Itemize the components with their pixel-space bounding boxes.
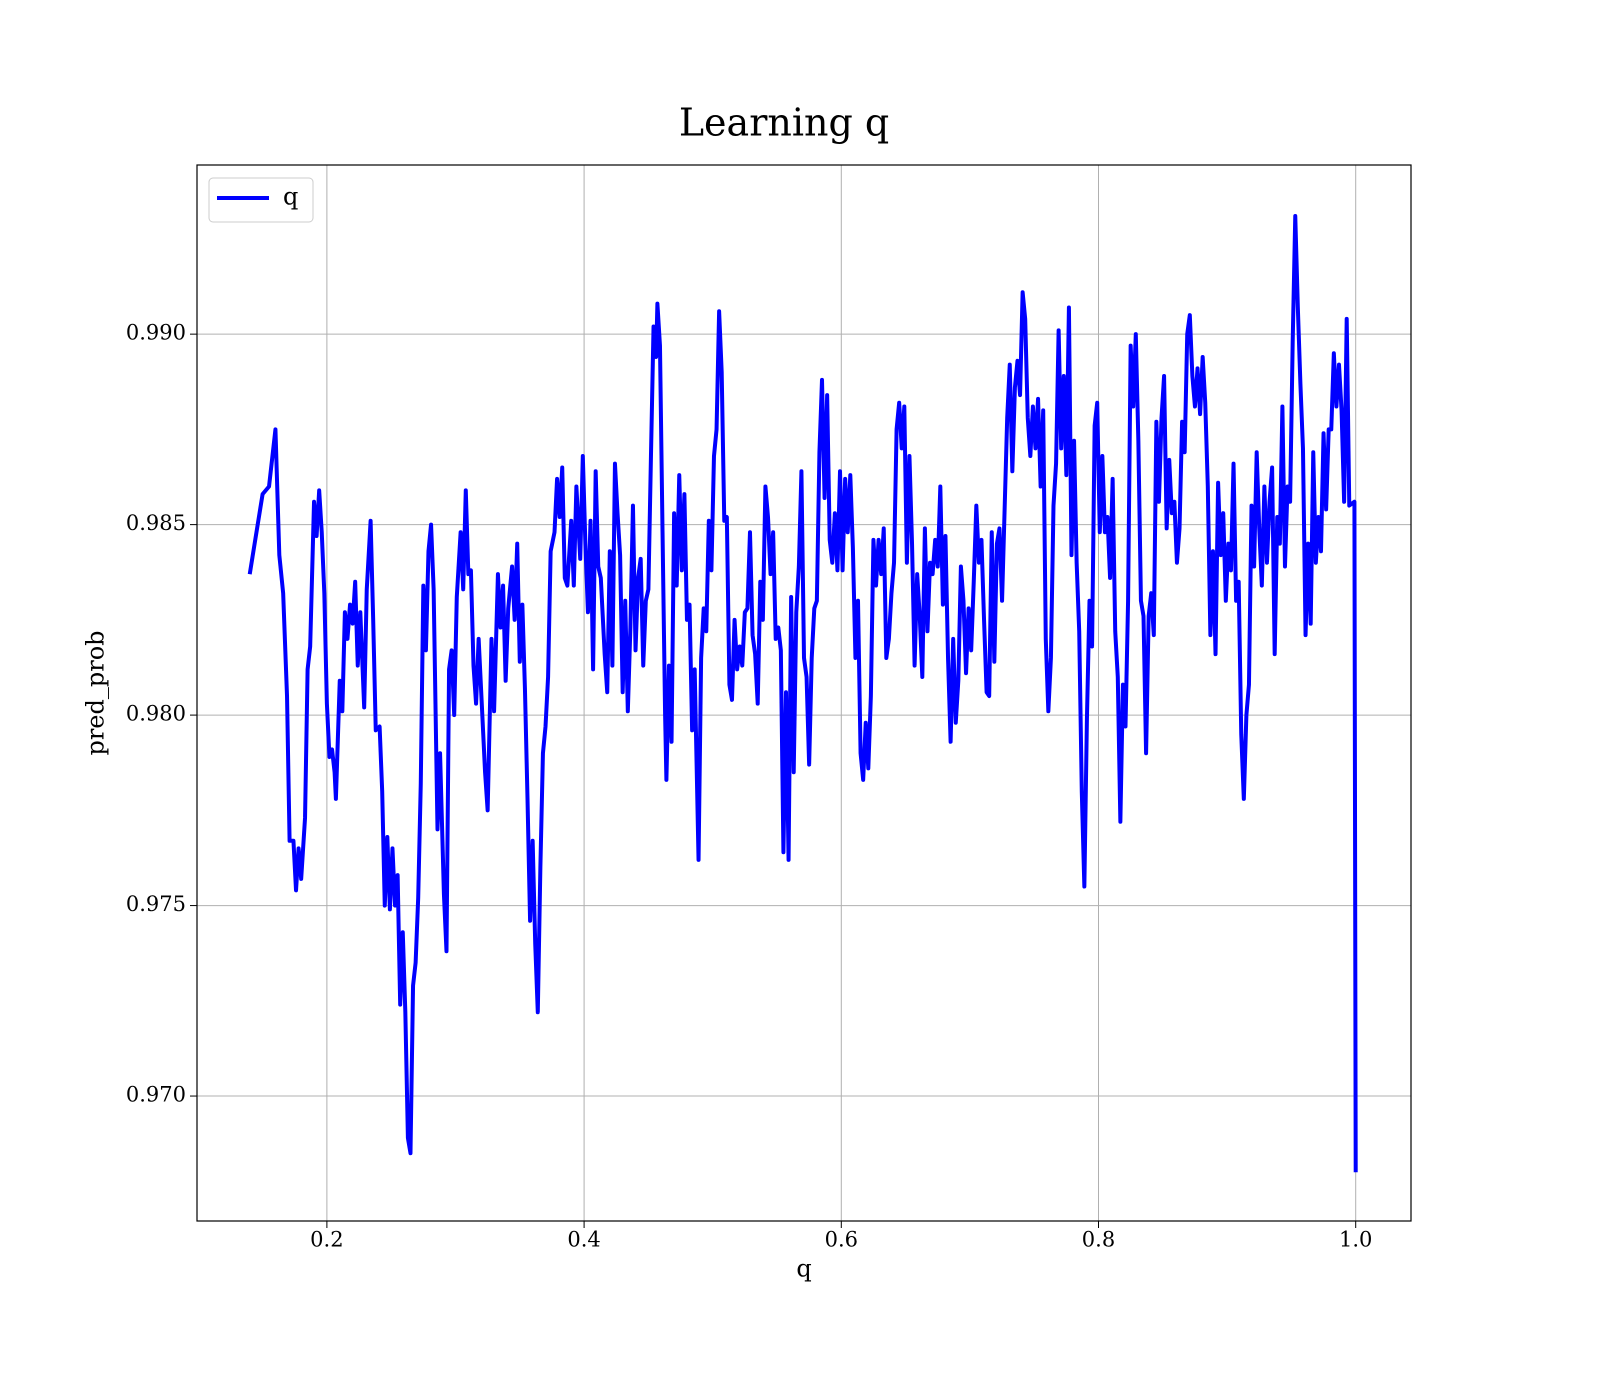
x-tick-label: 0.6: [825, 1228, 858, 1252]
y-tick-label: 0.980: [126, 702, 186, 726]
y-axis-label: pred_prob: [82, 630, 110, 755]
x-tick-label: 0.4: [567, 1228, 600, 1252]
plot-frame: [196, 164, 1412, 1222]
y-tick-label: 0.990: [126, 321, 186, 345]
y-tick-label: 0.975: [126, 892, 186, 916]
x-tick-label: 0.2: [310, 1228, 343, 1252]
chart-title: Learning q: [679, 101, 889, 145]
data-line: [247, 214, 1358, 1173]
y-tick-label: 0.970: [126, 1083, 186, 1107]
y-tick-label: 0.985: [126, 511, 186, 535]
x-tick-label: 1.0: [1339, 1228, 1372, 1252]
x-axis-label: q: [796, 1255, 811, 1283]
x-tick-label: 0.8: [1082, 1228, 1115, 1252]
legend-label: q: [283, 183, 298, 211]
